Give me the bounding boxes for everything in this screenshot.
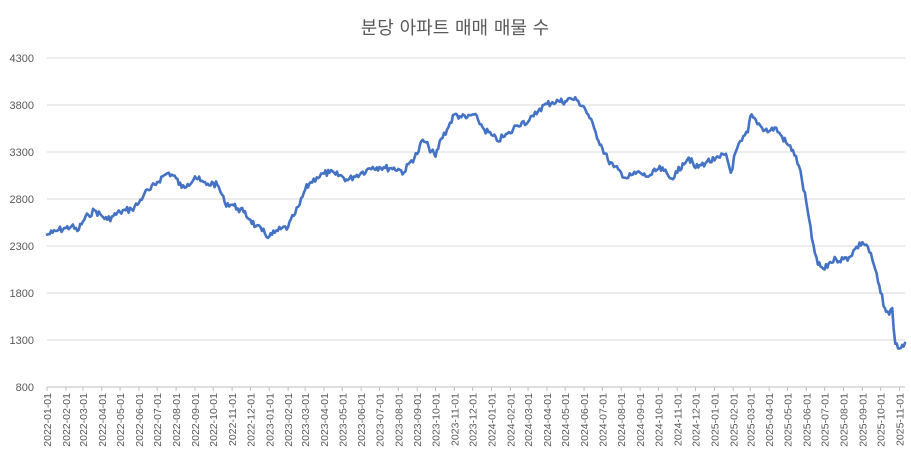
x-tick-label: 2025-05-01 [782, 393, 794, 447]
x-tick-label: 2023-07-01 [374, 393, 386, 447]
series-layer [45, 95, 907, 350]
y-tick-label: 1800 [10, 288, 34, 300]
x-tick-label: 2022-09-01 [190, 393, 202, 447]
x-tick-label: 2025-11-01 [895, 393, 907, 446]
x-tick-label: 2022-11-01 [227, 393, 239, 446]
x-tick-label: 2022-01-01 [42, 393, 54, 447]
x-tick-label: 2022-10-01 [208, 393, 220, 447]
x-tick-label: 2023-11-01 [449, 393, 461, 446]
x-tick-label: 2025-08-01 [838, 393, 850, 447]
x-tick-label: 2024-04-01 [542, 393, 554, 447]
chart-title: 분당 아파트 매매 매물 수 [361, 18, 550, 39]
x-tick-label: 2024-06-01 [579, 393, 591, 447]
x-tick-label: 2023-12-01 [468, 393, 480, 447]
x-tick-label: 2022-07-01 [152, 393, 164, 447]
gridlines [47, 57, 905, 341]
y-tick-label: 1300 [10, 335, 34, 347]
x-tick-label: 2023-08-01 [393, 393, 405, 447]
x-tick-label: 2025-03-01 [745, 393, 757, 447]
x-tick-label: 2024-11-01 [672, 393, 684, 446]
y-tick-label: 4300 [10, 53, 34, 65]
x-tick-label: 2025-04-01 [764, 393, 776, 447]
x-tick-label: 2022-02-01 [61, 393, 73, 447]
x-tick-label: 2025-01-01 [709, 393, 721, 447]
x-tick-label: 2024-10-01 [653, 393, 665, 447]
x-tick-label: 2024-12-01 [691, 393, 703, 447]
y-tick-label: 2800 [10, 194, 34, 206]
series-line [45, 95, 907, 350]
y-tick-label: 2300 [10, 241, 34, 253]
y-tick-label: 800 [16, 382, 34, 394]
x-tick-label: 2023-09-01 [412, 393, 424, 447]
x-tick-label: 2023-06-01 [356, 393, 368, 447]
x-tick-label: 2025-07-01 [820, 393, 832, 447]
y-tick-label: 3800 [10, 100, 34, 112]
x-tick-label: 2022-12-01 [245, 393, 257, 447]
x-tick-label: 2025-06-01 [801, 393, 813, 447]
x-tick-label: 2022-06-01 [134, 393, 146, 447]
x-tick-label: 2025-10-01 [876, 393, 888, 447]
x-tick-label: 2022-04-01 [97, 393, 109, 447]
x-tick-label: 2022-03-01 [78, 393, 90, 447]
x-tick-label: 2024-07-01 [597, 393, 609, 447]
x-tick-label: 2024-05-01 [560, 393, 572, 447]
x-tick-label: 2022-08-01 [171, 393, 183, 447]
x-tick-label: 2024-08-01 [616, 393, 628, 447]
y-axis-tick-labels: 800 1300 1800 2300 2800 3300 3800 4300 [10, 53, 34, 394]
x-tick-label: 2023-02-01 [283, 393, 295, 447]
x-tick-label: 2023-01-01 [264, 393, 276, 447]
x-tick-label: 2022-05-01 [115, 393, 127, 447]
x-tick-label: 2025-02-01 [728, 393, 740, 447]
x-tick-label: 2024-01-01 [487, 393, 499, 447]
x-tick-label: 2023-03-01 [300, 393, 312, 447]
x-tick-label: 2024-02-01 [505, 393, 517, 447]
x-tick-label: 2023-05-01 [337, 393, 349, 447]
y-tick-label: 3300 [10, 147, 34, 159]
x-tick-label: 2023-10-01 [431, 393, 443, 447]
x-tick-label: 2024-09-01 [635, 393, 647, 447]
x-tick-label: 2023-04-01 [319, 393, 331, 447]
x-tick-label: 2024-03-01 [523, 393, 535, 447]
x-tick-label: 2025-09-01 [857, 393, 869, 447]
x-axis-tick-labels: 2022-01-01 2022-02-01 2022-03-01 2022-04-01… [42, 387, 907, 447]
